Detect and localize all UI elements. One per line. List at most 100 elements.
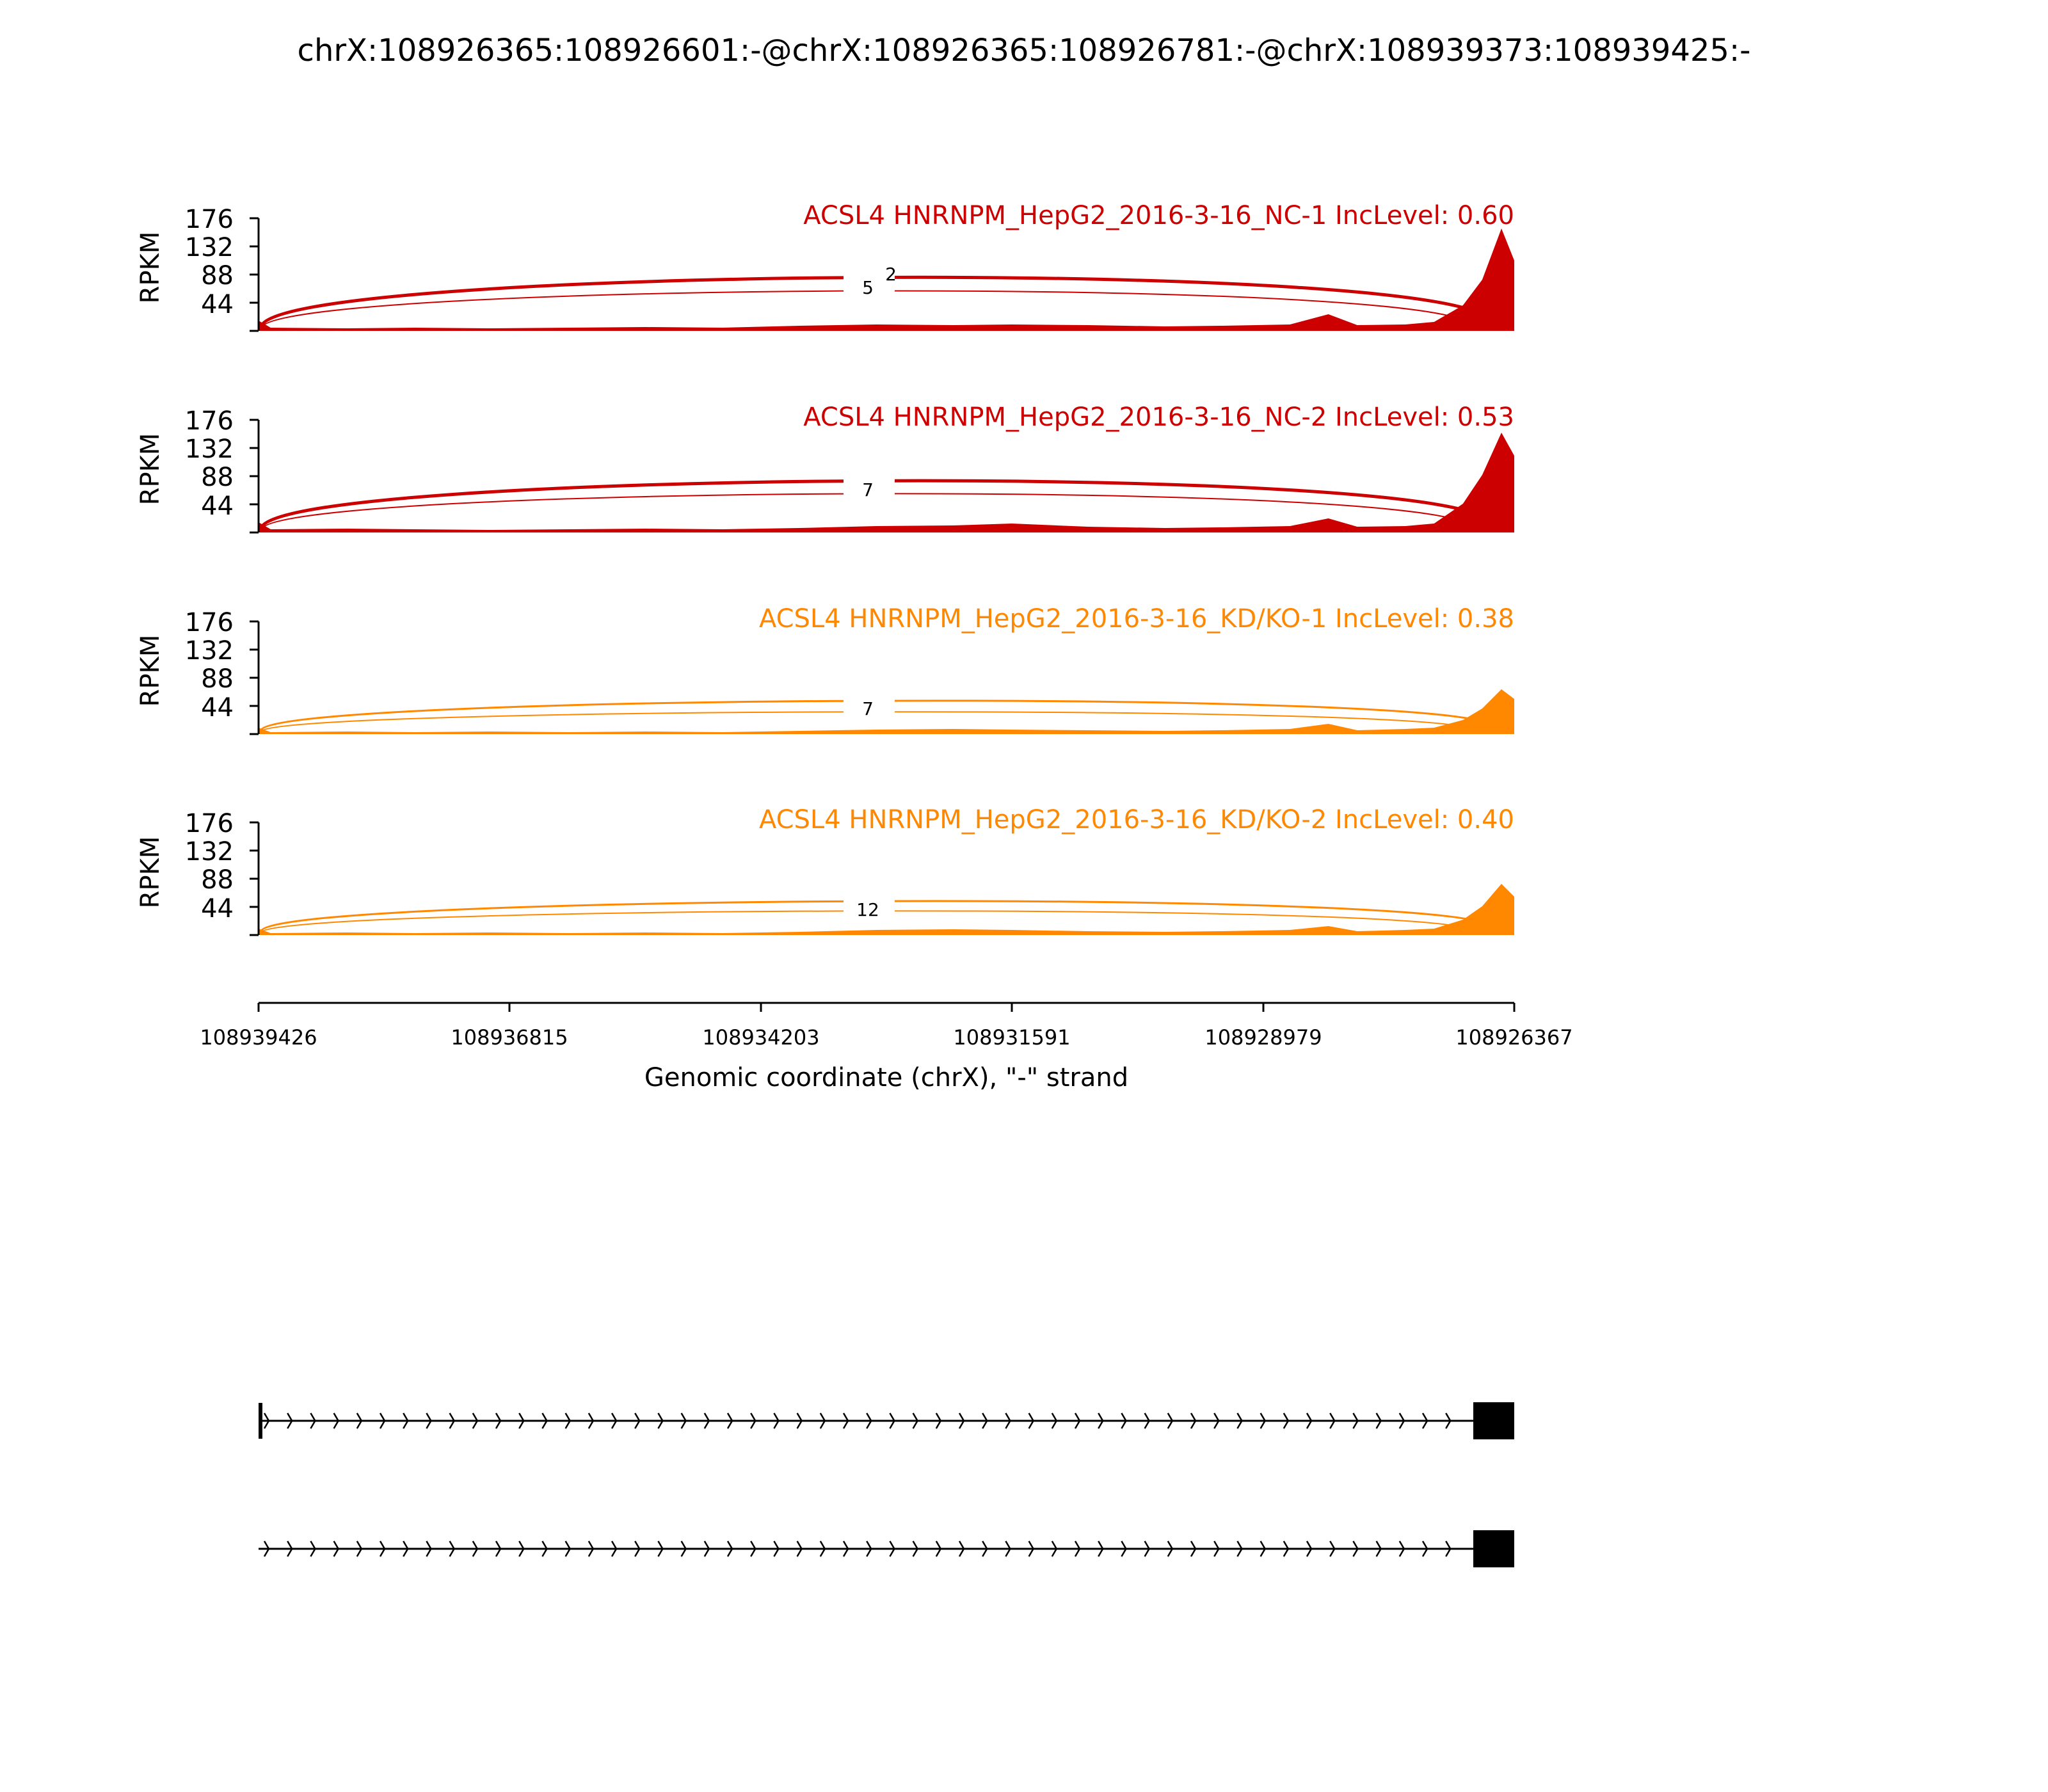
intron-arrow xyxy=(310,1540,316,1557)
intron-arrow xyxy=(1375,1540,1382,1557)
intron-arrow xyxy=(935,1540,942,1557)
intron-arrow xyxy=(356,1412,363,1429)
intron-arrow xyxy=(773,1412,780,1429)
panel-3-ytick-88: 88 xyxy=(201,664,234,694)
intron-arrow xyxy=(1398,1540,1405,1557)
panel-4-junction-label-lower: 12 xyxy=(856,899,879,920)
intron-arrow xyxy=(1236,1412,1243,1429)
intron-arrow xyxy=(1445,1540,1452,1557)
intron-arrow xyxy=(1421,1412,1428,1429)
intron-arrow xyxy=(1028,1540,1035,1557)
panel-1-junction-labels: 2 5 xyxy=(844,264,897,298)
intron-arrow xyxy=(564,1540,572,1557)
x-tick-label-2: 108934203 xyxy=(702,1025,819,1050)
intron-arrow xyxy=(726,1540,733,1557)
x-axis: 108939426 108936815 108934203 108931591 … xyxy=(200,1002,1573,1092)
intron-arrow xyxy=(1028,1412,1035,1429)
panel-4-ytick-132: 132 xyxy=(185,837,234,867)
intron-arrow xyxy=(1260,1412,1267,1429)
x-axis-label: Genomic coordinate (chrX), "-" strand xyxy=(644,1063,1128,1092)
panel-2-title: ACSL4 HNRNPM_HepG2_2016-3-16_NC-2 IncLev… xyxy=(803,403,1514,432)
intron-arrow xyxy=(426,1412,432,1429)
panel-2-yticks: 176 132 88 44 xyxy=(185,406,234,521)
intron-arrow xyxy=(541,1540,548,1557)
panel-3-ylabel: RPKM xyxy=(136,635,165,707)
intron-arrow xyxy=(263,1540,270,1557)
panel-4-yticks: 176 132 88 44 xyxy=(185,809,234,924)
panel-4-title: ACSL4 HNRNPM_HepG2_2016-3-16_KD/KO-2 Inc… xyxy=(759,805,1514,835)
intron-arrow xyxy=(889,1412,895,1429)
transcript-1-start-exon xyxy=(259,1403,262,1439)
intron-arrow xyxy=(449,1540,456,1557)
panel-3-title: ACSL4 HNRNPM_HepG2_2016-3-16_KD/KO-1 Inc… xyxy=(759,604,1514,634)
intron-arrow xyxy=(1329,1412,1336,1429)
intron-arrow xyxy=(403,1540,409,1557)
panel-3-junction-labels: 7 xyxy=(844,691,895,719)
panel-4-junction-label-box xyxy=(844,890,895,916)
gene-model xyxy=(259,1402,1514,1567)
intron-arrow xyxy=(287,1540,293,1557)
panel-1-ytick-176: 176 xyxy=(185,205,234,234)
panel-3-ytick-132: 132 xyxy=(185,636,234,666)
intron-arrow xyxy=(1074,1412,1081,1429)
panel-3-coverage-area xyxy=(259,689,1514,734)
panel-1: ACSL4 HNRNPM_HepG2_2016-3-16_NC-1 IncLev… xyxy=(136,201,1514,332)
intron-arrow xyxy=(935,1412,942,1429)
panel-2-junction-label-lower: 7 xyxy=(862,479,874,500)
intron-arrow xyxy=(634,1412,641,1429)
transcript-2-end-exon xyxy=(1473,1530,1514,1567)
panel-1-title: ACSL4 HNRNPM_HepG2_2016-3-16_NC-1 IncLev… xyxy=(803,201,1514,230)
intron-arrow xyxy=(1375,1412,1382,1429)
panel-3-junction-label-box xyxy=(844,691,895,716)
panel-1-junction-label-lower: 5 xyxy=(862,277,874,298)
x-tick-label-1: 108936815 xyxy=(451,1025,568,1050)
intron-arrow xyxy=(819,1412,826,1429)
panel-2: ACSL4 HNRNPM_HepG2_2016-3-16_NC-2 IncLev… xyxy=(136,403,1514,534)
panel-1-junction-label-box xyxy=(844,267,895,292)
intron-arrow xyxy=(703,1412,710,1429)
intron-arrow xyxy=(1260,1540,1267,1557)
intron-arrow xyxy=(1398,1412,1405,1429)
intron-arrow xyxy=(866,1540,872,1557)
panel-4-ytick-44: 44 xyxy=(201,894,234,924)
intron-arrow xyxy=(495,1412,502,1429)
intron-arrow xyxy=(588,1412,595,1429)
intron-arrow xyxy=(1213,1540,1220,1557)
intron-arrow xyxy=(819,1540,826,1557)
intron-arrow xyxy=(1421,1540,1428,1557)
intron-arrow xyxy=(657,1540,664,1557)
panel-3-coverage xyxy=(259,689,1514,734)
intron-arrow xyxy=(1167,1412,1174,1429)
intron-arrow xyxy=(1352,1412,1359,1429)
intron-arrow xyxy=(912,1412,919,1429)
intron-arrow xyxy=(889,1540,895,1557)
panel-2-ytick-88: 88 xyxy=(201,463,234,492)
transcript-1 xyxy=(259,1402,1514,1439)
intron-arrow xyxy=(472,1412,479,1429)
intron-arrow xyxy=(588,1540,595,1557)
panel-4-ylabel: RPKM xyxy=(136,836,165,909)
intron-arrow xyxy=(796,1412,803,1429)
intron-arrow xyxy=(657,1412,664,1429)
chart-title: chrX:108926365:108926601:-@chrX:10892636… xyxy=(298,33,1751,68)
intron-arrow xyxy=(333,1540,340,1557)
intron-arrow xyxy=(912,1540,919,1557)
intron-arrow xyxy=(426,1540,432,1557)
intron-arrow xyxy=(842,1540,849,1557)
intron-arrow xyxy=(287,1412,293,1429)
panel-4-junction-labels: 12 xyxy=(844,890,895,920)
x-axis-ticks xyxy=(257,1003,1516,1012)
intron-arrow xyxy=(1352,1540,1359,1557)
intron-arrow xyxy=(356,1540,363,1557)
intron-arrow xyxy=(866,1412,872,1429)
intron-arrow xyxy=(750,1540,756,1557)
intron-arrow xyxy=(611,1540,618,1557)
intron-arrow xyxy=(379,1412,386,1429)
panel-3-yticks: 176 132 88 44 xyxy=(185,608,234,723)
intron-arrow xyxy=(1190,1540,1197,1557)
panel-3: ACSL4 HNRNPM_HepG2_2016-3-16_KD/KO-1 Inc… xyxy=(136,604,1514,735)
intron-arrow xyxy=(842,1412,849,1429)
panel-3-ytick-176: 176 xyxy=(185,608,234,637)
